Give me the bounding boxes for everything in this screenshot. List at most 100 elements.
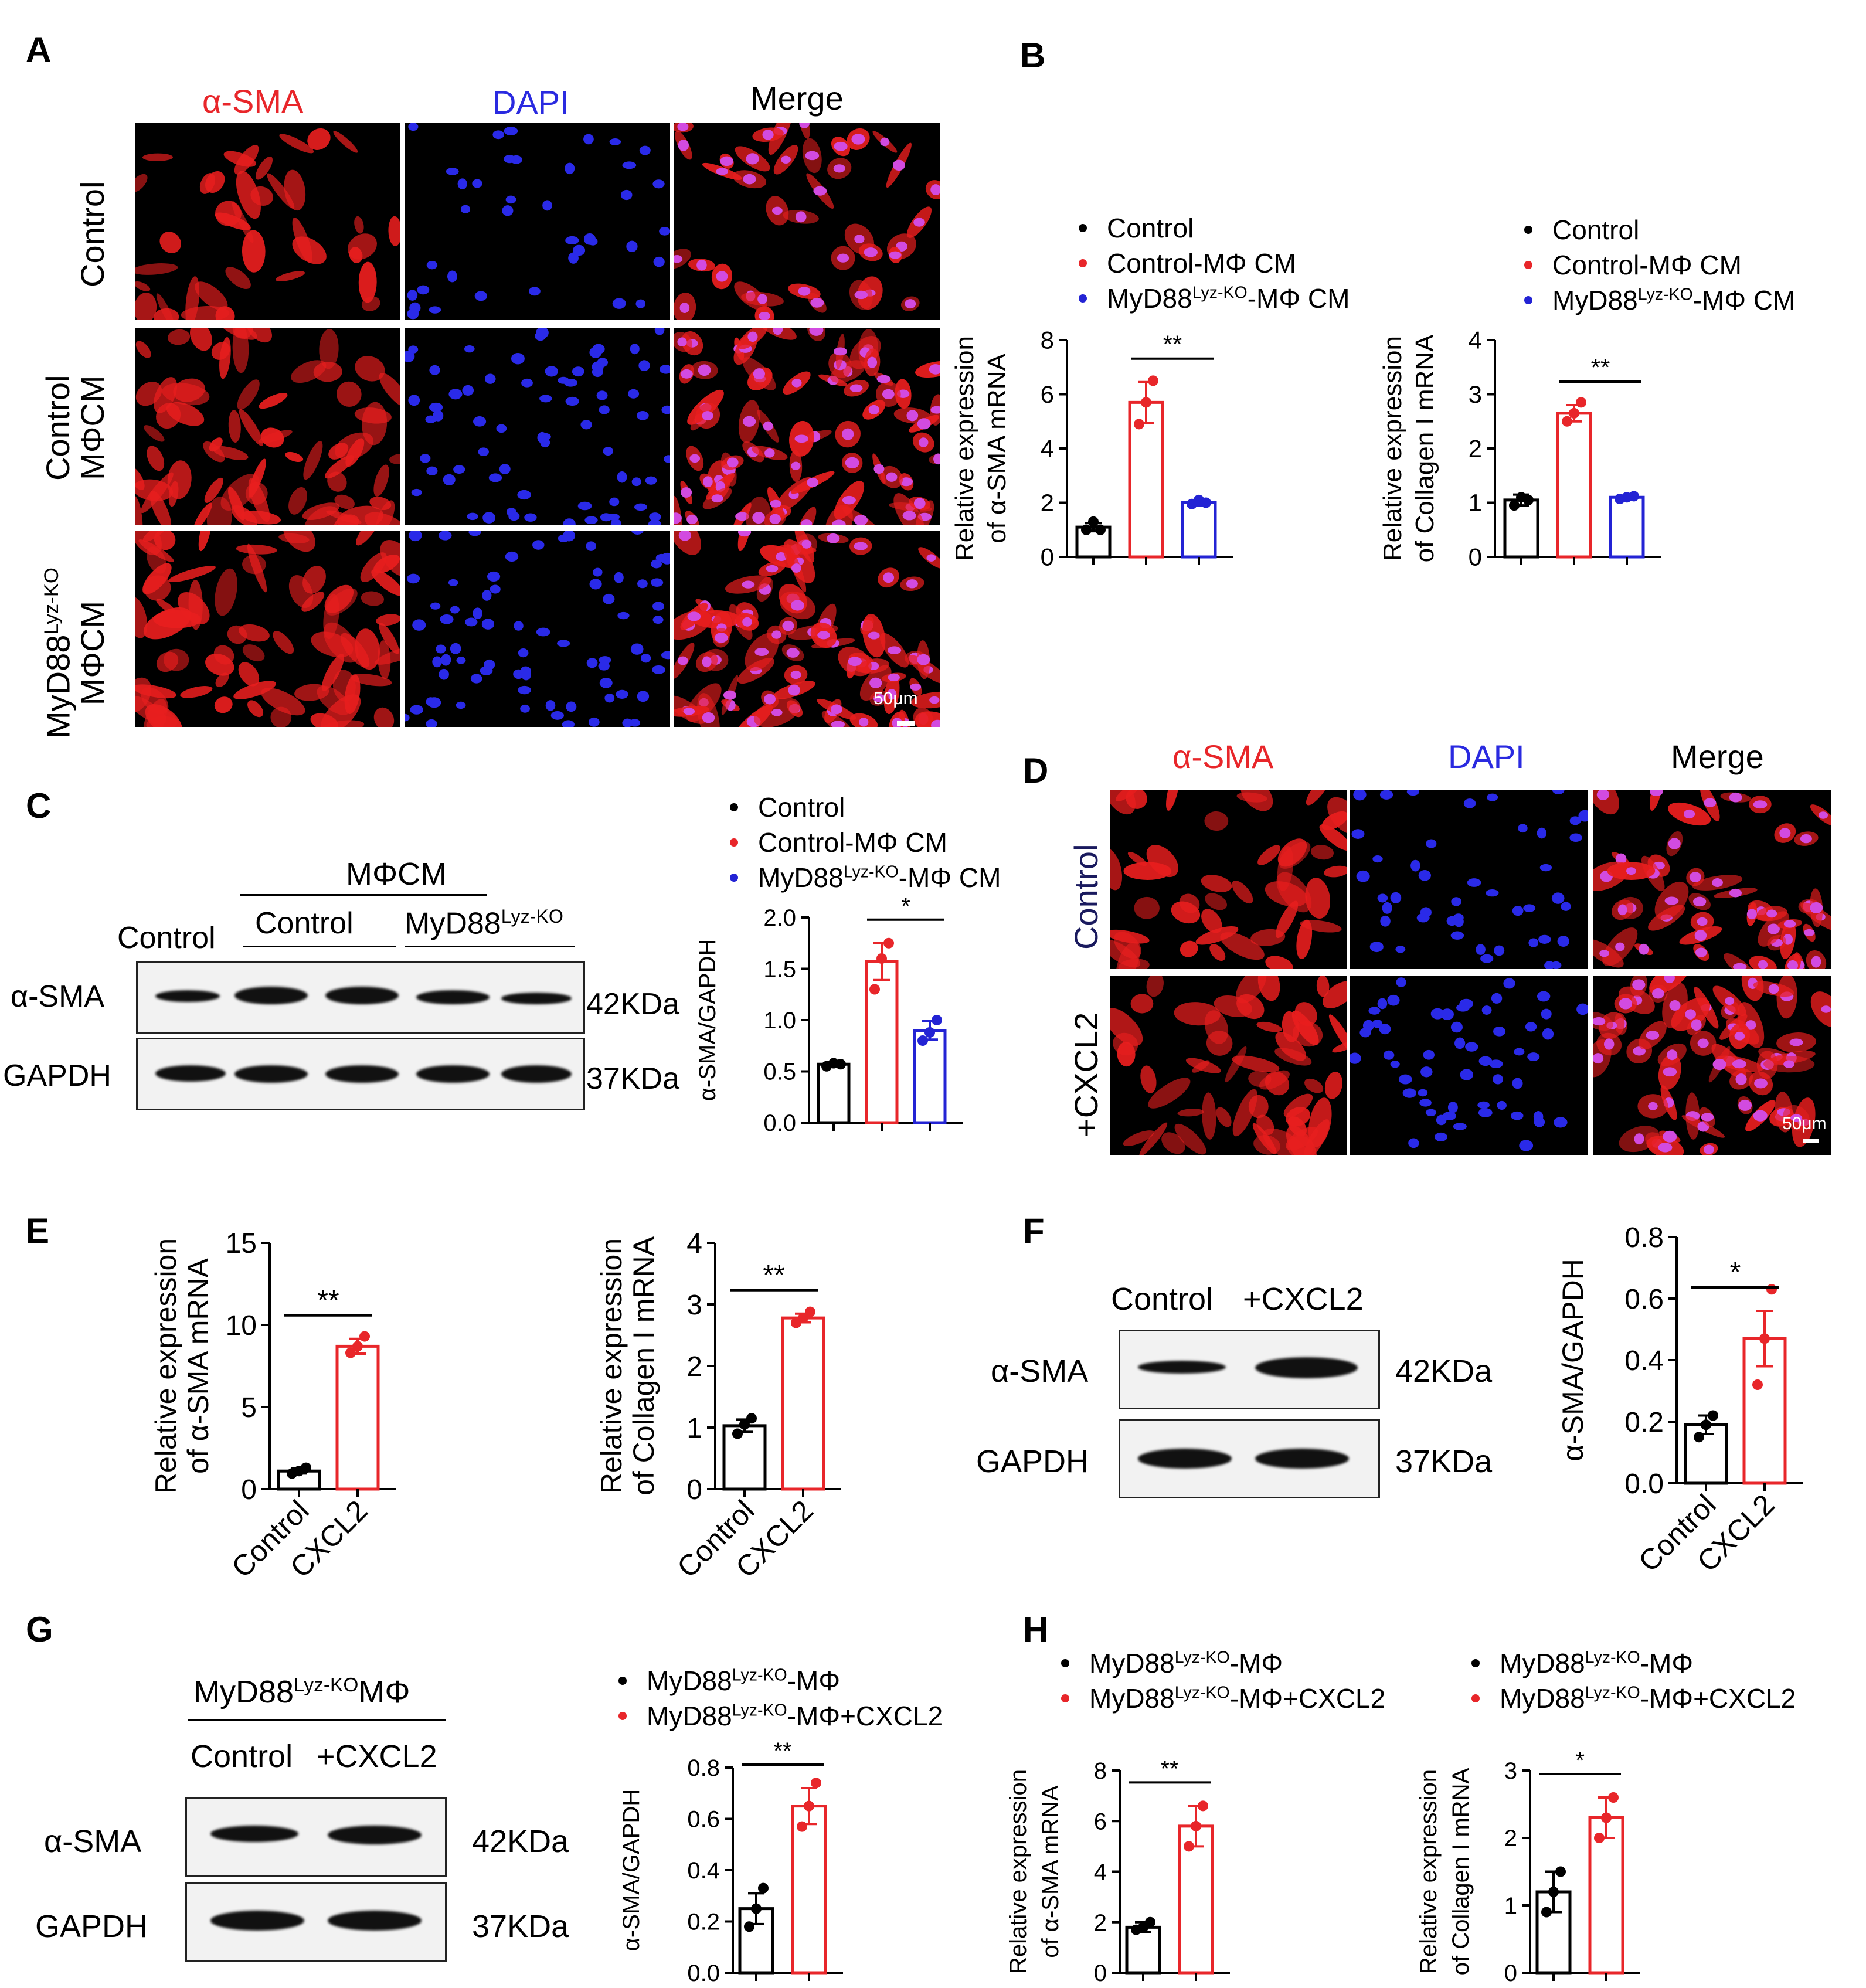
significance-label: * <box>901 893 910 919</box>
micrograph-a-r1-c2 <box>405 123 670 320</box>
data-point <box>1576 397 1586 408</box>
data-point <box>1694 1432 1704 1443</box>
micrograph-a-r2-c1 <box>135 328 400 525</box>
significance-label: ** <box>1160 1756 1178 1782</box>
panel-g-blot-gapdh <box>185 1882 447 1962</box>
panel-g-blot-asma <box>185 1797 447 1877</box>
panel-f-band-asma: α-SMA <box>991 1354 1089 1389</box>
legend-item-myd88: MyD88Lyz-KO-MΦ <box>618 1665 943 1697</box>
blot-band <box>325 1065 399 1083</box>
y-tick-label: 1 <box>686 1413 702 1444</box>
data-point <box>1541 1907 1552 1918</box>
y-axis-label: of α-SMA mRNA <box>983 354 1011 543</box>
significance-label: ** <box>317 1285 339 1316</box>
data-point <box>1198 1800 1208 1812</box>
blot-band <box>501 1065 572 1083</box>
panel-g-header: MyD88Lyz-KOMΦ <box>193 1674 410 1710</box>
panel-letter-g: G <box>26 1610 53 1649</box>
y-tick-label: 0.0 <box>1624 1469 1664 1500</box>
panel-d-scale-bar-label: 50μm <box>1782 1114 1827 1133</box>
data-point <box>924 1027 935 1038</box>
panel-c-lane-myd88: MyD88Lyz-KO <box>405 906 563 941</box>
panel-c-size-37: 37KDa <box>586 1062 679 1096</box>
data-point <box>797 1821 807 1832</box>
y-tick-label: 2 <box>1041 489 1054 516</box>
micrograph-d-r2-c2 <box>1350 976 1588 1155</box>
bar <box>1125 1925 1161 1975</box>
y-axis-label: of Collagen I mRNA <box>1410 334 1439 562</box>
data-point <box>1562 416 1572 427</box>
data-point <box>751 1903 762 1914</box>
y-tick-label: 1 <box>1504 1893 1517 1919</box>
blot-band <box>1255 1357 1358 1378</box>
bar <box>1556 412 1592 559</box>
data-point <box>1701 1419 1711 1430</box>
y-tick-label: 1.5 <box>763 957 796 983</box>
significance-label: ** <box>1163 331 1182 358</box>
y-tick-label: 0.8 <box>1624 1222 1664 1253</box>
panel-c-lane-control-cm: Control <box>255 906 354 940</box>
blot-band <box>1255 1449 1349 1469</box>
data-point <box>345 1347 356 1358</box>
chart-h-collagen: 0 1 2 3 Relative expression of Collagen I mRN… <box>1416 1748 1640 1986</box>
data-point <box>1148 375 1158 386</box>
data-point <box>744 1921 754 1932</box>
data-point <box>1145 1916 1155 1928</box>
data-point <box>352 1341 363 1352</box>
data-point <box>1523 494 1534 505</box>
bar <box>817 1062 851 1124</box>
chart-h-asma: 0 2 4 6 8 Relative expression of α-SMA mRNA ** <box>1005 1756 1230 1986</box>
significance-label: ** <box>763 1260 784 1291</box>
y-tick-label: 2 <box>1094 1910 1107 1936</box>
panel-g-header-line <box>188 1719 446 1721</box>
chart-e-collagen: 0 1 2 3 4 Relative expression of Collagen I mR… <box>595 1228 841 1584</box>
y-axis-label: of α-SMA mRNA <box>182 1258 215 1473</box>
legend-item-control-cm: Control-MΦ CM <box>730 827 1001 858</box>
panel-d-row-cxcl2: +CXCL2 <box>1068 1012 1104 1137</box>
chart-b-asma: 0 2 4 6 8 Relative expression of α-SMA mRNA ** <box>950 327 1233 571</box>
data-point <box>746 1413 757 1424</box>
legend-item-myd88-cxcl2: MyD88Lyz-KO-MΦ+CXCL2 <box>1061 1683 1385 1714</box>
legend-item-control-cm: Control-MΦ CM <box>1079 247 1350 279</box>
data-point <box>1594 1833 1605 1843</box>
panel-c-blot-asma <box>136 961 585 1034</box>
bar <box>722 1424 767 1491</box>
data-point <box>835 1059 846 1070</box>
y-tick-label: 10 <box>226 1310 257 1341</box>
panel-a-scale-bar <box>897 721 915 726</box>
data-point <box>1081 524 1092 535</box>
y-tick-label: 0.5 <box>763 1059 796 1085</box>
y-axis-label: Relative expression <box>950 336 979 561</box>
blot-band <box>155 1065 226 1082</box>
y-tick-label: 0.2 <box>687 1909 720 1935</box>
legend-item-myd88: MyD88Lyz-KO-MΦ <box>1471 1647 1796 1679</box>
panel-f-lane-cxcl2: +CXCL2 <box>1243 1282 1364 1317</box>
chart-b-collagen: 0 1 2 3 4 Relative expression of Collagen I mR… <box>1378 327 1661 571</box>
panel-c-header: MΦCM <box>346 857 447 892</box>
panel-letter-d: D <box>1023 751 1049 790</box>
micrograph-a-r1-c1 <box>135 123 400 320</box>
legend-item-myd88-cm: MyD88Lyz-KO-MΦ CM <box>730 862 1001 893</box>
panel-g-legend: MyD88Lyz-KO-MΦ MyD88Lyz-KO-MΦ+CXCL2 <box>618 1665 943 1735</box>
panel-a-col-dapi: DAPI <box>492 84 569 121</box>
panel-g-band-gapdh: GAPDH <box>35 1909 148 1944</box>
panel-g-lane-cxcl2: +CXCL2 <box>317 1739 437 1774</box>
data-point <box>811 1778 821 1789</box>
data-point <box>1555 1866 1566 1877</box>
data-point <box>1184 1841 1194 1852</box>
panel-c-lane-line-2 <box>405 946 575 947</box>
panel-c-legend: Control Control-MΦ CM MyD88Lyz-KO-MΦ CM <box>730 791 1001 897</box>
y-tick-label: 3 <box>1469 380 1482 408</box>
panel-a-row-myd88: MyD88Lyz-KO MΦCM <box>39 567 111 739</box>
panel-letter-e: E <box>26 1211 50 1250</box>
blot-band <box>416 990 490 1004</box>
y-tick-label: 0.8 <box>687 1755 720 1781</box>
y-tick-label: 2.0 <box>763 905 796 931</box>
y-tick-label: 4 <box>1469 327 1482 354</box>
y-tick-label: 0 <box>686 1474 702 1506</box>
panel-a-row-control-mphicm: Control MΦCM <box>39 375 111 481</box>
panel-f-lane-control: Control <box>1111 1282 1214 1317</box>
y-tick-label: 3 <box>1504 1758 1517 1784</box>
legend-item-myd88-cxcl2: MyD88Lyz-KO-MΦ+CXCL2 <box>1471 1683 1796 1714</box>
